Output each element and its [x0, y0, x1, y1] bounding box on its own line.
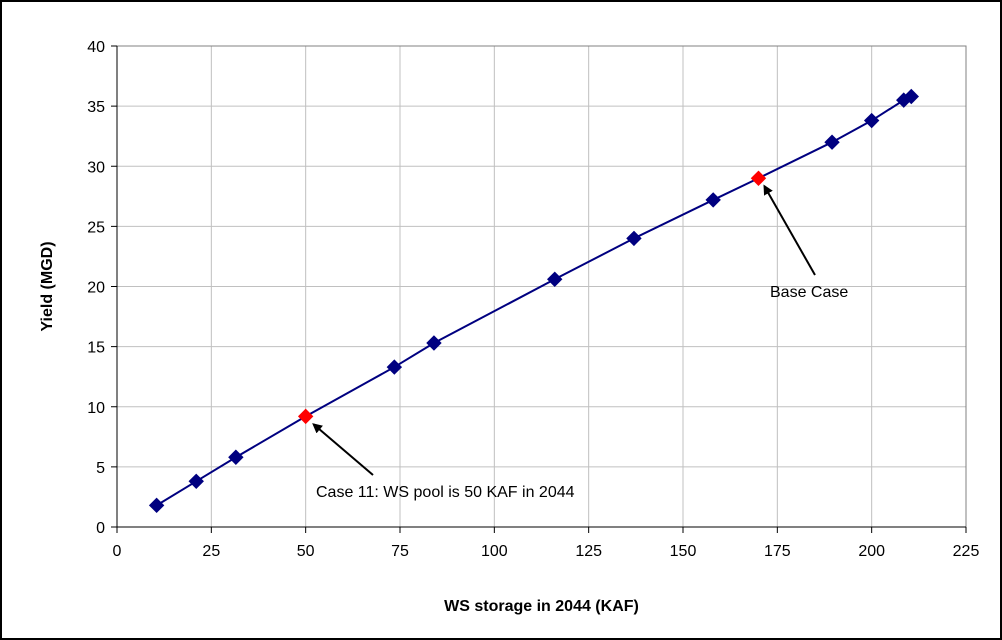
y-tick-label: 25: [87, 219, 105, 236]
y-tick-label: 10: [87, 400, 105, 417]
x-axis-title: WS storage in 2044 (KAF): [444, 598, 639, 615]
y-tick-label: 20: [87, 280, 105, 297]
x-tick-label: 225: [953, 543, 980, 560]
y-tick-label: 5: [96, 460, 105, 477]
x-tick-label: 50: [297, 543, 315, 560]
x-tick-label: 100: [481, 543, 508, 560]
y-tick-label: 30: [87, 159, 105, 176]
y-tick-label: 35: [87, 99, 105, 116]
x-tick-label: 125: [575, 543, 602, 560]
x-tick-label: 75: [391, 543, 409, 560]
y-axis-title: Yield (MGD): [39, 241, 56, 331]
x-tick-label: 175: [764, 543, 791, 560]
y-tick-label: 0: [96, 520, 105, 537]
x-tick-label: 200: [858, 543, 885, 560]
case-11-label: Case 11: WS pool is 50 KAF in 2044: [316, 484, 575, 501]
x-tick-label: 150: [670, 543, 697, 560]
x-tick-label: 25: [202, 543, 220, 560]
base-case-label: Base Case: [770, 284, 848, 301]
y-tick-label: 15: [87, 340, 105, 357]
y-tick-label: 40: [87, 39, 105, 56]
x-tick-label: 0: [113, 543, 122, 560]
